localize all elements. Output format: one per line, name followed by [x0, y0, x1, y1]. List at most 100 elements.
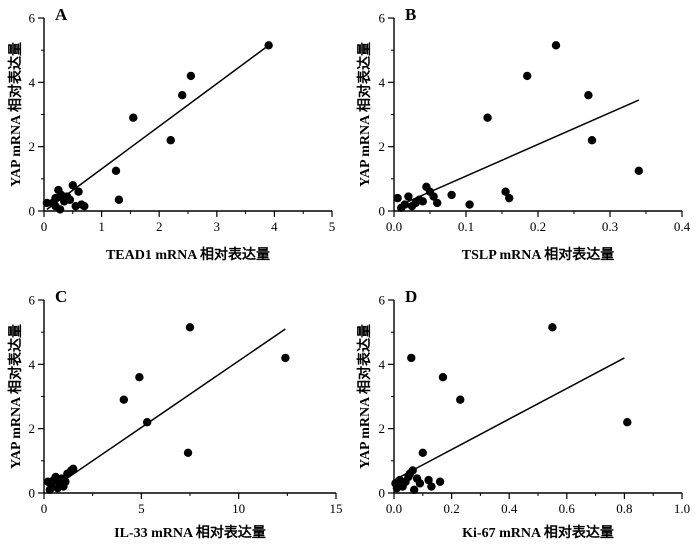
data-point: [65, 195, 75, 204]
data-point: [142, 418, 152, 427]
x-tick-label: 0.6: [559, 501, 576, 516]
y-tick-label: 0: [29, 486, 36, 501]
y-tick-label: 4: [29, 75, 36, 90]
data-point: [418, 197, 427, 206]
x-tick-label: 3: [214, 219, 221, 234]
data-point: [433, 198, 442, 208]
data-point: [281, 353, 290, 363]
x-tick-label: 0.2: [530, 219, 546, 234]
data-point: [634, 166, 643, 175]
data-point: [55, 205, 65, 214]
data-point: [400, 200, 409, 209]
data-point: [584, 91, 593, 100]
y-tick-label: 2: [29, 421, 36, 436]
data-point: [418, 448, 427, 457]
data-point: [129, 113, 138, 122]
x-tick-label: 0: [41, 219, 48, 234]
data-point: [523, 71, 532, 81]
y-tick-label: 2: [379, 421, 386, 436]
x-tick-label: 10: [232, 501, 245, 516]
panel-letter: D: [405, 287, 417, 306]
y-tick-label: 4: [379, 75, 386, 90]
data-point: [456, 395, 465, 404]
y-tick-label: 6: [379, 11, 386, 26]
data-point: [587, 136, 597, 145]
data-point: [69, 464, 78, 474]
regression-line: [47, 328, 286, 493]
panel-d: 0 2 4 6 0.0 0.2 0.4 0.6 0.8 1.0 D Ki-67 mRNA 相对表达量 Y…: [356, 287, 690, 541]
y-axis-label: YAP mRNA 相对表达量: [7, 42, 24, 187]
data-point: [166, 136, 175, 145]
x-tick-label: 0.0: [386, 501, 402, 516]
y-tick-label: 2: [29, 139, 36, 154]
data-point: [623, 418, 632, 427]
data-point: [447, 190, 456, 200]
data-point: [465, 200, 474, 209]
x-tick-label: 0: [41, 501, 48, 516]
x-axis-label: IL-33 mRNA 相对表达量: [114, 524, 266, 541]
data-point: [74, 187, 83, 196]
x-tick-label: 0.0: [386, 219, 402, 234]
data-point: [435, 477, 445, 486]
data-point: [393, 193, 402, 203]
x-axis-label: Ki-67 mRNA 相对表达量: [462, 524, 614, 541]
data-point: [185, 323, 195, 332]
data-point: [505, 193, 514, 203]
x-tick-label: 0.4: [674, 219, 691, 234]
data-point: [424, 475, 433, 485]
x-tick-label: 0.3: [602, 219, 618, 234]
y-tick-label: 4: [29, 357, 36, 372]
y-axis-label: YAP mRNA 相对表达量: [7, 324, 24, 469]
y-tick-label: 0: [29, 204, 36, 219]
y-tick-label: 2: [379, 139, 386, 154]
x-tick-label: 0.2: [443, 501, 459, 516]
x-tick-label: 5: [329, 219, 336, 234]
data-point: [407, 353, 416, 363]
y-tick-label: 6: [29, 11, 36, 26]
data-point: [409, 485, 419, 494]
regression-line: [46, 44, 270, 210]
x-tick-label: 1.0: [674, 501, 690, 516]
data-point: [404, 192, 413, 201]
panel-letter: C: [55, 287, 67, 306]
data-point: [42, 198, 52, 208]
x-tick-label: 5: [138, 501, 145, 516]
x-tick-label: 0.8: [616, 501, 632, 516]
data-point: [178, 91, 187, 100]
y-tick-label: 0: [379, 486, 386, 501]
x-axis-label: TEAD1 mRNA 相对表达量: [106, 246, 270, 263]
panel-letter: A: [55, 5, 68, 24]
y-tick-label: 0: [379, 204, 386, 219]
panel-c: 0 2 4 6 0 5 10 15 C IL-33 mRNA 相对表达量 YAP mRNA 相对表达…: [7, 287, 343, 541]
data-point: [429, 192, 438, 201]
data-point: [183, 448, 193, 457]
data-point: [408, 466, 417, 475]
data-point: [483, 113, 492, 122]
y-tick-label: 6: [29, 293, 36, 308]
data-point: [551, 41, 561, 50]
x-axis-label: TSLP mRNA 相对表达量: [462, 246, 614, 263]
x-tick-label: 1: [98, 219, 105, 234]
y-tick-label: 6: [379, 293, 386, 308]
data-point: [119, 395, 129, 404]
x-tick-label: 0.4: [501, 501, 518, 516]
panel-a: 0 2 4 6 0 1 2 3 4 5 A TEAD1 mRNA 相对表达量 YAP mRNA 相对表达…: [7, 5, 335, 263]
x-tick-label: 4: [271, 219, 278, 234]
data-point: [438, 373, 448, 382]
data-point: [427, 482, 436, 491]
x-tick-label: 15: [330, 501, 343, 516]
data-point: [548, 323, 557, 332]
y-axis-label: YAP mRNA 相对表达量: [356, 324, 373, 469]
y-tick-label: 4: [379, 357, 386, 372]
data-point: [186, 71, 196, 81]
x-tick-label: 2: [156, 219, 163, 234]
data-point: [68, 181, 78, 190]
panel-b: 0 2 4 6 0.0 0.1 0.2 0.3 0.4 B TSLP mRNA 相对表达量 YAP m…: [356, 5, 691, 263]
data-point: [415, 479, 425, 488]
x-tick-label: 0.1: [458, 219, 474, 234]
data-point: [264, 41, 273, 50]
data-point: [61, 477, 70, 486]
data-point: [135, 373, 144, 382]
regression-line: [400, 99, 640, 206]
